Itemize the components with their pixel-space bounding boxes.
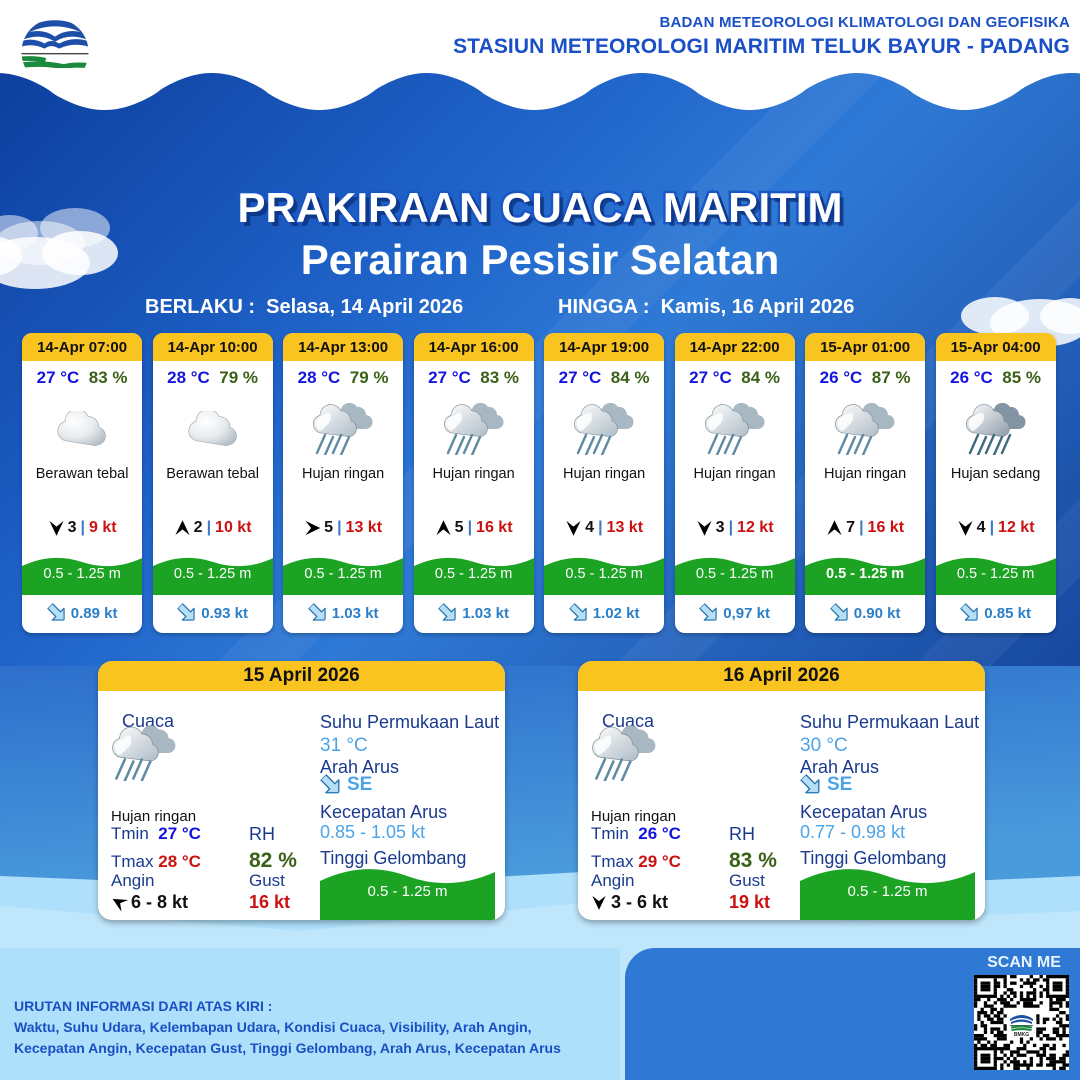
svg-text:BMKG: BMKG: [1014, 1032, 1029, 1038]
